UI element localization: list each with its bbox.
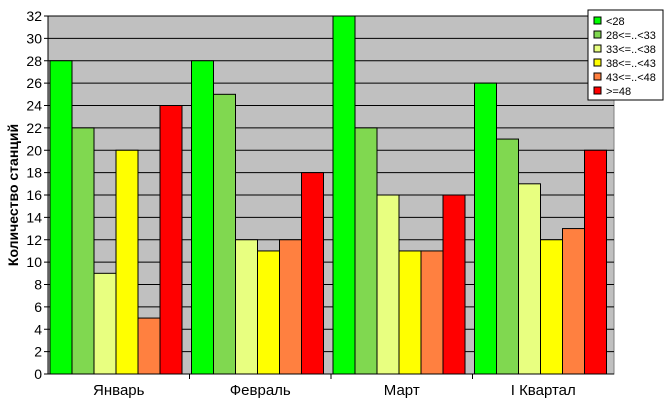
bar — [301, 172, 324, 375]
y-tick-label: 12 — [26, 232, 42, 248]
legend-label: >=48 — [606, 86, 631, 98]
legend-label: 38<=..<43 — [606, 58, 656, 70]
legend-swatch — [593, 44, 602, 53]
y-tick-label: 24 — [26, 98, 42, 114]
x-tick-label: Январь — [93, 382, 145, 399]
bar — [257, 250, 280, 375]
bar — [496, 138, 519, 375]
y-tick-label: 6 — [34, 299, 42, 315]
y-tick-label: 10 — [26, 254, 42, 270]
legend-label: 33<=..<38 — [606, 44, 656, 56]
legend: <28 28<=..<33 33<=..<38 38<=..<43 43<=..<48 >… — [587, 9, 664, 101]
bar — [420, 250, 444, 375]
y-tick-label: 4 — [34, 321, 42, 337]
y-tick-label: 0 — [34, 366, 42, 382]
bar — [279, 239, 302, 375]
legend-swatch — [593, 58, 602, 67]
bar — [584, 149, 607, 375]
x-tick-label: Февраль — [230, 382, 291, 399]
legend-label: 43<=..<48 — [606, 72, 656, 84]
legend-label: 28<=..<33 — [606, 30, 656, 42]
bar — [398, 250, 422, 375]
legend-box — [587, 9, 664, 101]
y-tick-label: 32 — [26, 8, 42, 24]
bar — [562, 228, 585, 375]
bar — [540, 239, 563, 375]
bar — [442, 194, 466, 375]
bar — [354, 127, 378, 375]
y-tick-label: 30 — [26, 30, 42, 46]
bar — [137, 317, 161, 375]
y-tick-label: 20 — [26, 142, 42, 158]
y-tick-label: 28 — [26, 53, 42, 69]
bar — [213, 93, 236, 375]
bar — [49, 60, 73, 375]
bar — [115, 149, 139, 375]
bar — [518, 183, 541, 375]
y-axis-label: Количество станций — [5, 124, 21, 266]
legend-swatch — [593, 86, 602, 95]
y-tick-label: 26 — [26, 75, 42, 91]
x-tick-label: I Квартал — [511, 382, 576, 399]
bar — [71, 127, 95, 375]
bar — [474, 82, 497, 375]
y-tick-label: 8 — [34, 277, 42, 293]
x-tick-label: Март — [384, 382, 420, 399]
bar — [376, 194, 400, 375]
legend-swatch — [593, 16, 602, 25]
bar — [235, 239, 258, 375]
legend-swatch — [593, 72, 602, 81]
y-tick-label: 2 — [34, 344, 42, 360]
legend-swatch — [593, 30, 602, 39]
bar — [191, 60, 214, 375]
legend-label: <28 — [606, 16, 625, 28]
y-tick-label: 14 — [26, 209, 42, 225]
bar — [93, 272, 117, 375]
y-tick-label: 18 — [26, 165, 42, 181]
bar — [332, 15, 356, 375]
y-tick-label: 16 — [26, 187, 42, 203]
y-tick-label: 22 — [26, 120, 42, 136]
bar — [159, 105, 183, 375]
